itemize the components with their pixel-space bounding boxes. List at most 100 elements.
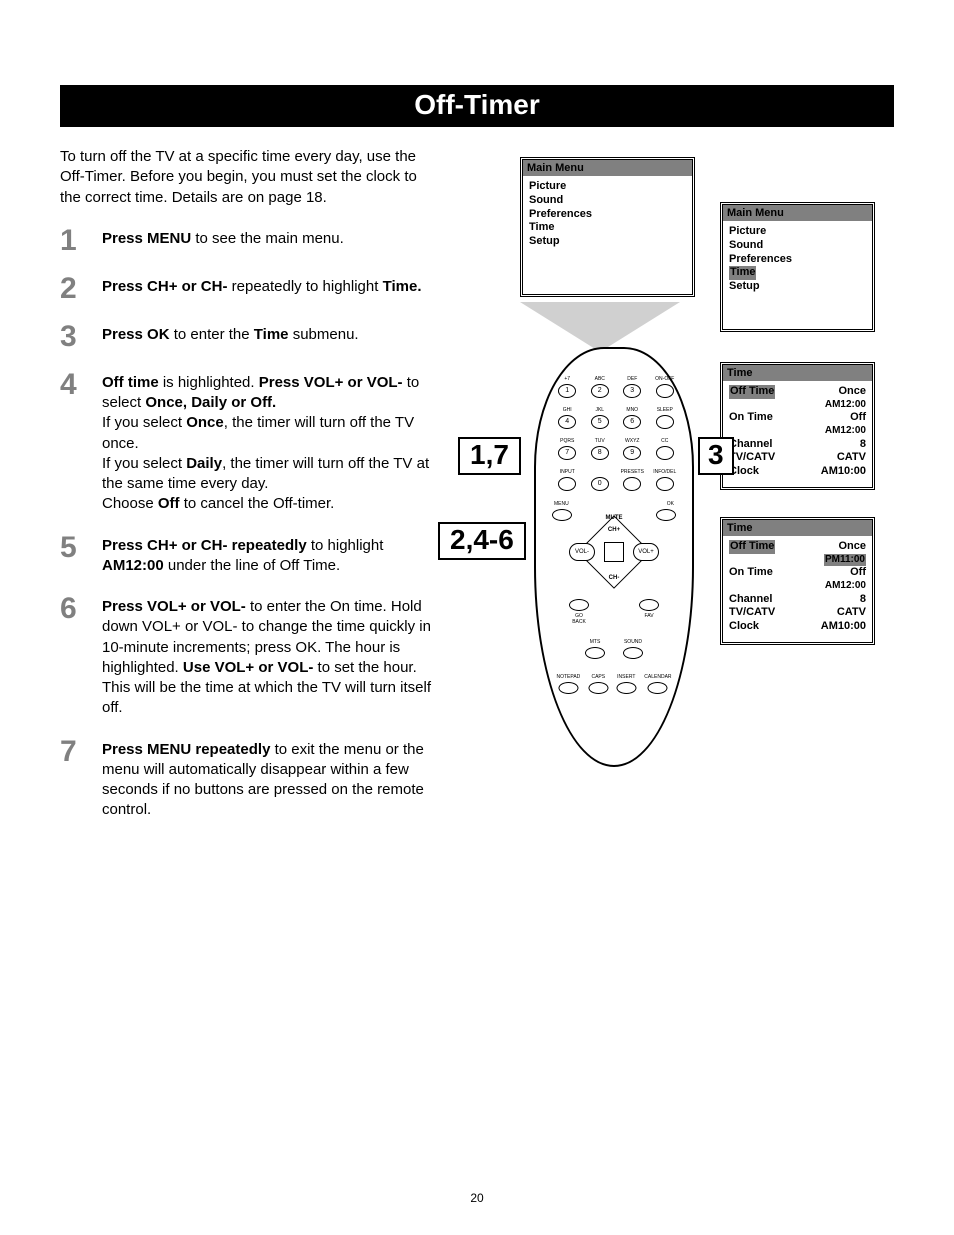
step-4: 4Off time is highlighted. Press VOL+ or … [60, 370, 440, 515]
step-text: Press CH+ or CH- repeatedly to highlight… [102, 533, 440, 577]
remote-button: PQRS7 [558, 439, 576, 460]
step-text: Press MENU repeatedly to exit the menu o… [102, 737, 440, 821]
remote-button: CC [656, 439, 674, 460]
osd-row: On TimeOff [729, 411, 866, 425]
step-number: 5 [60, 533, 88, 577]
menu-label: MENU [554, 501, 569, 507]
ch-minus-label: CH- [609, 575, 620, 581]
dpad-center [604, 542, 624, 562]
remote-button: INPUT [558, 470, 576, 491]
ch-plus-label: CH+ [608, 527, 620, 533]
step-6: 6Press VOL+ or VOL- to enter the On time… [60, 594, 440, 719]
callout-3: 3 [698, 437, 734, 475]
osd-row: On TimeOff [729, 566, 866, 580]
remote-button: INSERT [616, 674, 636, 694]
step-3: 3 Press OK to enter the Time submenu. [60, 322, 440, 352]
osd-item: Sound [729, 239, 866, 253]
remote-button: ABC2 [591, 377, 609, 398]
step-number: 7 [60, 737, 88, 821]
remote-button: WXYZ9 [623, 439, 641, 460]
osd-item: Sound [529, 194, 686, 208]
osd-main-menu-1: Main Menu PictureSoundPreferencesTimeSet… [520, 157, 695, 297]
step-number: 4 [60, 370, 88, 515]
osd-main-menu-2: Main Menu PictureSoundPreferencesTimeSet… [720, 202, 875, 332]
remote-button: INFO/DEL [653, 470, 676, 491]
step-2: 2 Press CH+ or CH- repeatedly to highligh… [60, 274, 440, 304]
osd-row: TV/CATVCATV [729, 451, 866, 465]
goback-fav-row: GO BACK FAV [569, 599, 659, 625]
osd-item: Time [529, 221, 686, 235]
osd-row: Off TimeOnce [729, 540, 866, 554]
osd-row: Channel8 [729, 438, 866, 452]
osd-sub: AM12:00 [729, 425, 866, 438]
remote-button: 0 [591, 470, 609, 491]
remote-button: MNO6 [623, 408, 641, 429]
step-number: 2 [60, 274, 88, 304]
osd-title: Time [723, 365, 872, 381]
step-text: Press CH+ or CH- repeatedly to highlight… [102, 274, 421, 304]
osd-time-2: Time Off TimeOncePM11:00On TimeOffAM12:0… [720, 517, 875, 645]
osd-sub: PM11:00 [729, 554, 866, 567]
callout-2-4-6: 2,4-6 [438, 522, 526, 560]
remote-body: +71ABC2DEF3ON-OFFGHI4JKL5MNO6SLEEPPQRS7T… [534, 347, 694, 767]
page-number: 20 [470, 1191, 483, 1205]
osd-sub: AM12:00 [729, 580, 866, 593]
step-7: 7Press MENU repeatedly to exit the menu … [60, 737, 440, 821]
remote-button: SOUND [623, 639, 643, 659]
remote-button: NOTEPAD [556, 674, 580, 694]
callout-1-7: 1,7 [458, 437, 521, 475]
remote-button: TUV8 [591, 439, 609, 460]
content-columns: To turn off the TV at a specific time ev… [60, 147, 894, 839]
remote-number-grid: +71ABC2DEF3ON-OFFGHI4JKL5MNO6SLEEPPQRS7T… [554, 377, 678, 491]
step-text: Press VOL+ or VOL- to enter the On time.… [102, 594, 440, 719]
illustration-column: Main Menu PictureSoundPreferencesTimeSet… [460, 147, 894, 839]
step-text: Press MENU to see the main menu. [102, 226, 344, 256]
step-number: 3 [60, 322, 88, 352]
osd-item: Picture [529, 180, 686, 194]
intro-text: To turn off the TV at a specific time ev… [60, 147, 440, 208]
menu-button [552, 509, 572, 521]
step-text: Off time is highlighted. Press VOL+ or V… [102, 370, 440, 515]
osd-row: Channel8 [729, 593, 866, 607]
osd-item: Setup [529, 235, 686, 249]
vol-plus-button: VOL+ [633, 543, 659, 561]
remote-button: +71 [558, 377, 576, 398]
osd-item: Picture [729, 225, 866, 239]
osd-time-1: Time Off TimeOnceAM12:00On TimeOffAM12:0… [720, 362, 875, 490]
step-number: 6 [60, 594, 88, 719]
bottom-button-row: NOTEPAD CAPS INSERT CALENDAR [556, 674, 671, 694]
step-text: Press OK to enter the Time submenu. [102, 322, 359, 352]
osd-title: Main Menu [523, 160, 692, 176]
osd-item: Preferences [729, 253, 866, 267]
pointer-triangle [520, 302, 680, 352]
remote-button: CALENDAR [644, 674, 671, 694]
osd-sub: AM12:00 [729, 399, 866, 412]
osd-row: ClockAM10:00 [729, 620, 866, 634]
step-1: 1 Press MENU to see the main menu. [60, 226, 440, 256]
page-title: Off-Timer [60, 85, 894, 127]
mts-sound-row: MTS SOUND [585, 639, 643, 659]
osd-item: Preferences [529, 208, 686, 222]
remote-button: GHI4 [558, 408, 576, 429]
osd-row: ClockAM10:00 [729, 465, 866, 479]
mute-label: MUTE [606, 515, 623, 521]
remote-dpad: VOL- VOL+ MUTE CH+ CH- [569, 517, 659, 587]
osd-title: Main Menu [723, 205, 872, 221]
remote-button: PRESETS [621, 470, 644, 491]
osd-item: Setup [729, 280, 866, 294]
step-5: 5 Press CH+ or CH- repeatedly to highligh… [60, 533, 440, 577]
osd-row: Off TimeOnce [729, 385, 866, 399]
remote-button: CAPS [588, 674, 608, 694]
remote-button: FAV [639, 599, 659, 625]
remote-button: SLEEP [656, 408, 674, 429]
step-number: 1 [60, 226, 88, 256]
remote-button: MTS [585, 639, 605, 659]
step-list: 1 Press MENU to see the main menu. 2 Press … [60, 226, 440, 821]
osd-row: TV/CATVCATV [729, 606, 866, 620]
ok-label: OK [667, 501, 674, 507]
osd-title: Time [723, 520, 872, 536]
remote-button: GO BACK [569, 599, 589, 625]
osd-item: Time [729, 266, 866, 280]
instructions-column: To turn off the TV at a specific time ev… [60, 147, 440, 839]
ok-button [656, 509, 676, 521]
